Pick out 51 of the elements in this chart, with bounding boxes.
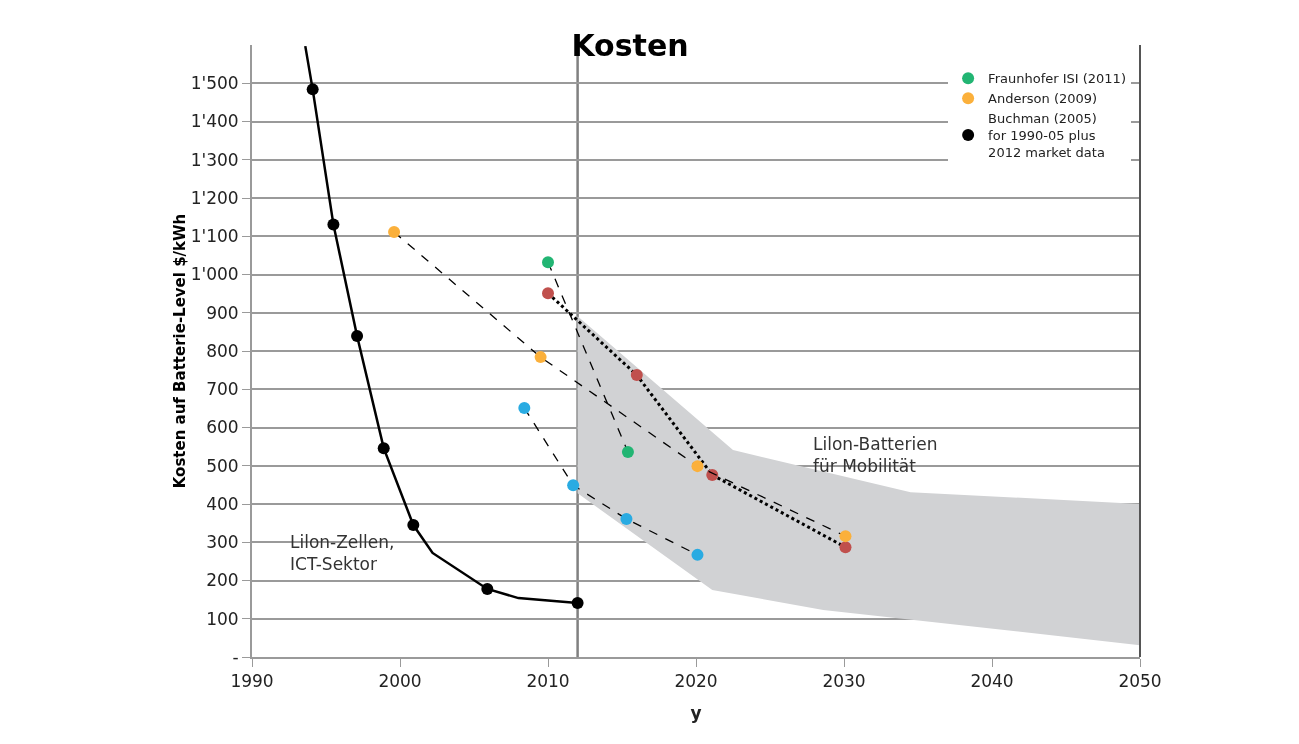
x-tick-label: 2050 (1118, 671, 1162, 692)
y-tick-label: 400 (206, 493, 239, 514)
point (407, 519, 420, 532)
chart-title: Kosten (571, 27, 689, 63)
y-tick-label: 800 (206, 340, 239, 361)
point (691, 548, 704, 561)
y-tick-label: 600 (206, 417, 239, 438)
y-tick-label: 1'500 (190, 73, 239, 94)
y-tick-label: 700 (206, 379, 239, 400)
point (542, 287, 554, 300)
point (691, 460, 704, 473)
point (542, 256, 554, 269)
point (327, 218, 340, 231)
x-axis-title: y (690, 703, 702, 723)
y-tick-label: 500 (206, 455, 239, 476)
annotation: Lilon-Batterien für Mobilität (813, 434, 938, 477)
point (388, 226, 401, 239)
y-tick-label: 1'100 (190, 226, 239, 247)
legend-label: Anderson (2009) (988, 91, 1098, 107)
point (481, 582, 494, 595)
annotation: Lilon-Zellen, ICT-Sektor (290, 532, 395, 575)
point (839, 530, 852, 543)
point (621, 445, 634, 458)
y-tick-label: 1'400 (190, 111, 239, 132)
x-tick-label: 2040 (970, 671, 1014, 692)
x-tick-label: 2010 (526, 671, 570, 692)
legend-label: Fraunhofer ISI (2011) (988, 71, 1126, 87)
point (839, 541, 852, 554)
point (518, 401, 531, 414)
y-tick-label: 900 (206, 302, 239, 323)
y-tick-label: - (232, 646, 239, 667)
point (630, 369, 643, 382)
point (351, 330, 364, 343)
point (620, 512, 633, 525)
y-tick-label: 100 (206, 608, 239, 629)
point (567, 479, 580, 492)
x-tick-label: 1990 (230, 671, 274, 692)
x-tick-label: 2030 (822, 671, 866, 692)
point (306, 83, 319, 96)
y-tick-label: 1'200 (190, 187, 239, 208)
point (377, 442, 390, 455)
point (534, 351, 547, 364)
y-tick-label: 1'000 (190, 264, 239, 285)
x-tick-label: 2000 (378, 671, 422, 692)
x-tick-label: 2020 (674, 671, 718, 692)
legend-label: Buchman (2005) for 1990-05 plus 2012 market data (988, 111, 1105, 160)
y-tick-label: 1'300 (190, 149, 239, 170)
point (571, 597, 584, 610)
y-tick-label: 200 (206, 570, 239, 591)
y-axis-title: Kosten auf Batterie-Level $/kWh (170, 213, 189, 489)
y-tick-label: 300 (206, 532, 239, 553)
